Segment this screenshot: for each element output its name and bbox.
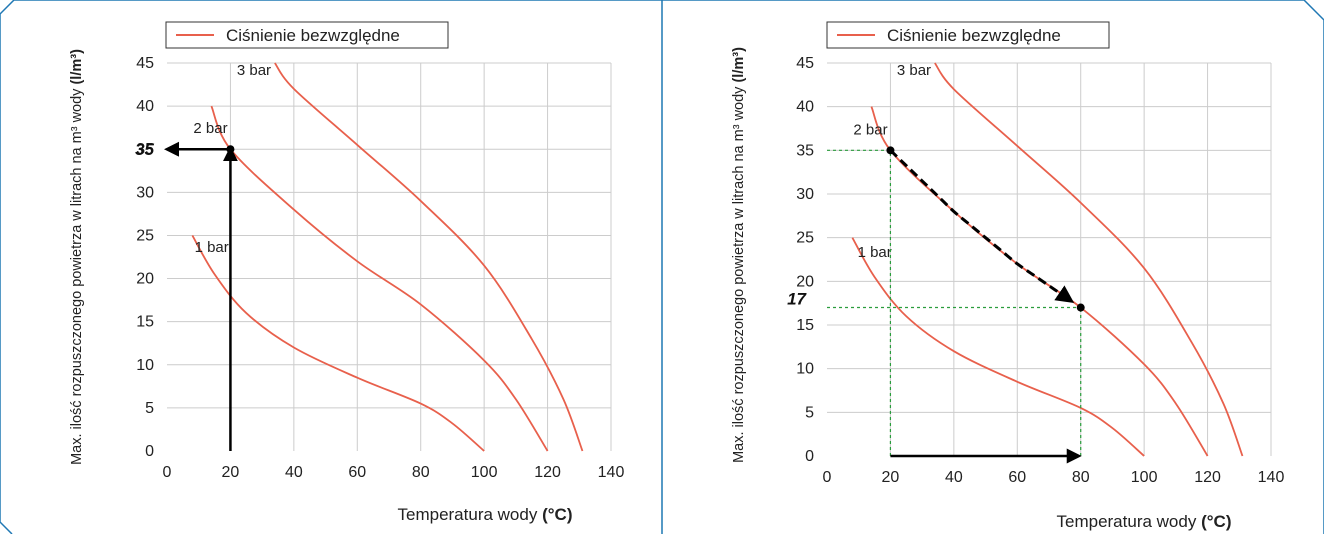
curves: 1 bar 2 bar 3 bar bbox=[851, 62, 1244, 457]
y-tick-label: 20 bbox=[136, 271, 154, 288]
highlight-value-label: 35 bbox=[135, 140, 154, 159]
y-axis-title: Max. ilość rozpuszczonego powietrza w li… bbox=[69, 49, 85, 465]
curve-1-bar bbox=[191, 234, 485, 452]
x-tick-label: 20 bbox=[882, 469, 900, 486]
x-axis-title-main: Temperatura wody bbox=[398, 505, 543, 524]
y-tick-label: 10 bbox=[136, 357, 154, 374]
annotations bbox=[164, 141, 238, 451]
y-tick-label: 15 bbox=[796, 317, 814, 334]
y-axis-title-unit: (l/m³) bbox=[731, 47, 747, 83]
y-tick-label: 35 bbox=[136, 141, 154, 158]
y-tick-label: 35 bbox=[796, 142, 814, 159]
y-tick-label: 10 bbox=[796, 361, 814, 378]
chart-right: 1 bar 2 bar 3 bar 0 20 40 60 80 100 120 140 0 5 10 15… bbox=[731, 21, 1284, 531]
y-tick-label: 45 bbox=[136, 55, 154, 72]
annotation-point bbox=[1076, 303, 1085, 312]
y-axis-title-main: Max. ilość rozpuszczonego powietrza w li… bbox=[69, 85, 85, 465]
x-tick-label: 100 bbox=[471, 464, 498, 481]
y-tick-label: 40 bbox=[796, 99, 814, 116]
annotation-point bbox=[226, 145, 235, 154]
y-tick-label: 45 bbox=[796, 55, 814, 72]
y-tick-label: 0 bbox=[805, 448, 814, 465]
annotation-point bbox=[886, 146, 895, 155]
x-tick-label: 140 bbox=[598, 464, 625, 481]
legend-label: Ciśnienie bezwzględne bbox=[887, 26, 1061, 45]
x-tick-label: 120 bbox=[534, 464, 561, 481]
series-label: 1 bar bbox=[195, 239, 229, 256]
series-label: 2 bar bbox=[853, 121, 887, 138]
curve-3-bar bbox=[274, 62, 584, 452]
x-axis-title-unit: (°C) bbox=[1201, 512, 1231, 531]
y-tick-label: 40 bbox=[136, 98, 154, 115]
x-tick-label: 100 bbox=[1131, 469, 1158, 486]
x-tick-label: 40 bbox=[945, 469, 963, 486]
x-tick-label: 120 bbox=[1194, 469, 1221, 486]
y-tick-label: 5 bbox=[805, 404, 814, 421]
x-tick-label: 0 bbox=[163, 464, 172, 481]
tick-labels: 0 20 40 60 80 100 120 140 0 5 10 15 20 25 30 35 40 45 17 bbox=[787, 55, 1284, 486]
x-axis-title: Temperatura wody (°C) bbox=[1057, 512, 1232, 531]
y-tick-label: 30 bbox=[136, 184, 154, 201]
series-label: 1 bar bbox=[858, 244, 892, 261]
legend: Ciśnienie bezwzględne bbox=[165, 21, 449, 49]
x-axis-title-main: Temperatura wody bbox=[1057, 512, 1202, 531]
highlight-value-label: 17 bbox=[787, 290, 807, 309]
curve-2-bar bbox=[210, 105, 549, 452]
series-label: 2 bar bbox=[193, 120, 227, 137]
x-tick-label: 20 bbox=[222, 464, 240, 481]
y-axis-title: Max. ilość rozpuszczonego powietrza w li… bbox=[731, 47, 747, 463]
y-tick-label: 30 bbox=[796, 186, 814, 203]
y-tick-label: 5 bbox=[145, 400, 154, 417]
curves: 1 bar 2 bar 3 bar bbox=[191, 62, 584, 452]
x-axis-title: Temperatura wody (°C) bbox=[398, 505, 573, 524]
y-tick-label: 25 bbox=[136, 227, 154, 244]
y-tick-label: 25 bbox=[796, 230, 814, 247]
grid bbox=[827, 62, 1272, 456]
series-label: 3 bar bbox=[897, 62, 931, 79]
annotations bbox=[827, 146, 1085, 464]
dashed-arrow bbox=[889, 149, 1075, 304]
y-tick-label: 20 bbox=[796, 273, 814, 290]
x-tick-label: 80 bbox=[412, 464, 430, 481]
legend: Ciśnienie bezwzględne bbox=[826, 21, 1110, 49]
x-tick-label: 60 bbox=[1008, 469, 1026, 486]
chart-left: 1 bar 2 bar 3 bar 0 20 40 60 80 100 120 140 0 5 10 15… bbox=[69, 21, 624, 524]
curve-1-bar bbox=[851, 237, 1145, 457]
x-tick-label: 40 bbox=[285, 464, 303, 481]
y-axis-title-main: Max. ilość rozpuszczonego powietrza w li… bbox=[731, 83, 747, 463]
series-label: 3 bar bbox=[237, 62, 271, 79]
grid bbox=[167, 62, 612, 451]
x-tick-label: 140 bbox=[1258, 469, 1285, 486]
legend-label: Ciśnienie bezwzględne bbox=[226, 26, 400, 45]
x-tick-label: 60 bbox=[348, 464, 366, 481]
curve-3-bar bbox=[934, 62, 1244, 457]
x-axis-title-unit: (°C) bbox=[542, 505, 572, 524]
x-tick-label: 80 bbox=[1072, 469, 1090, 486]
legend-box bbox=[165, 21, 449, 49]
y-tick-label: 15 bbox=[136, 314, 154, 331]
x-tick-label: 0 bbox=[823, 469, 832, 486]
y-tick-label: 0 bbox=[145, 443, 154, 460]
y-axis-title-unit: (l/m³) bbox=[69, 49, 85, 85]
